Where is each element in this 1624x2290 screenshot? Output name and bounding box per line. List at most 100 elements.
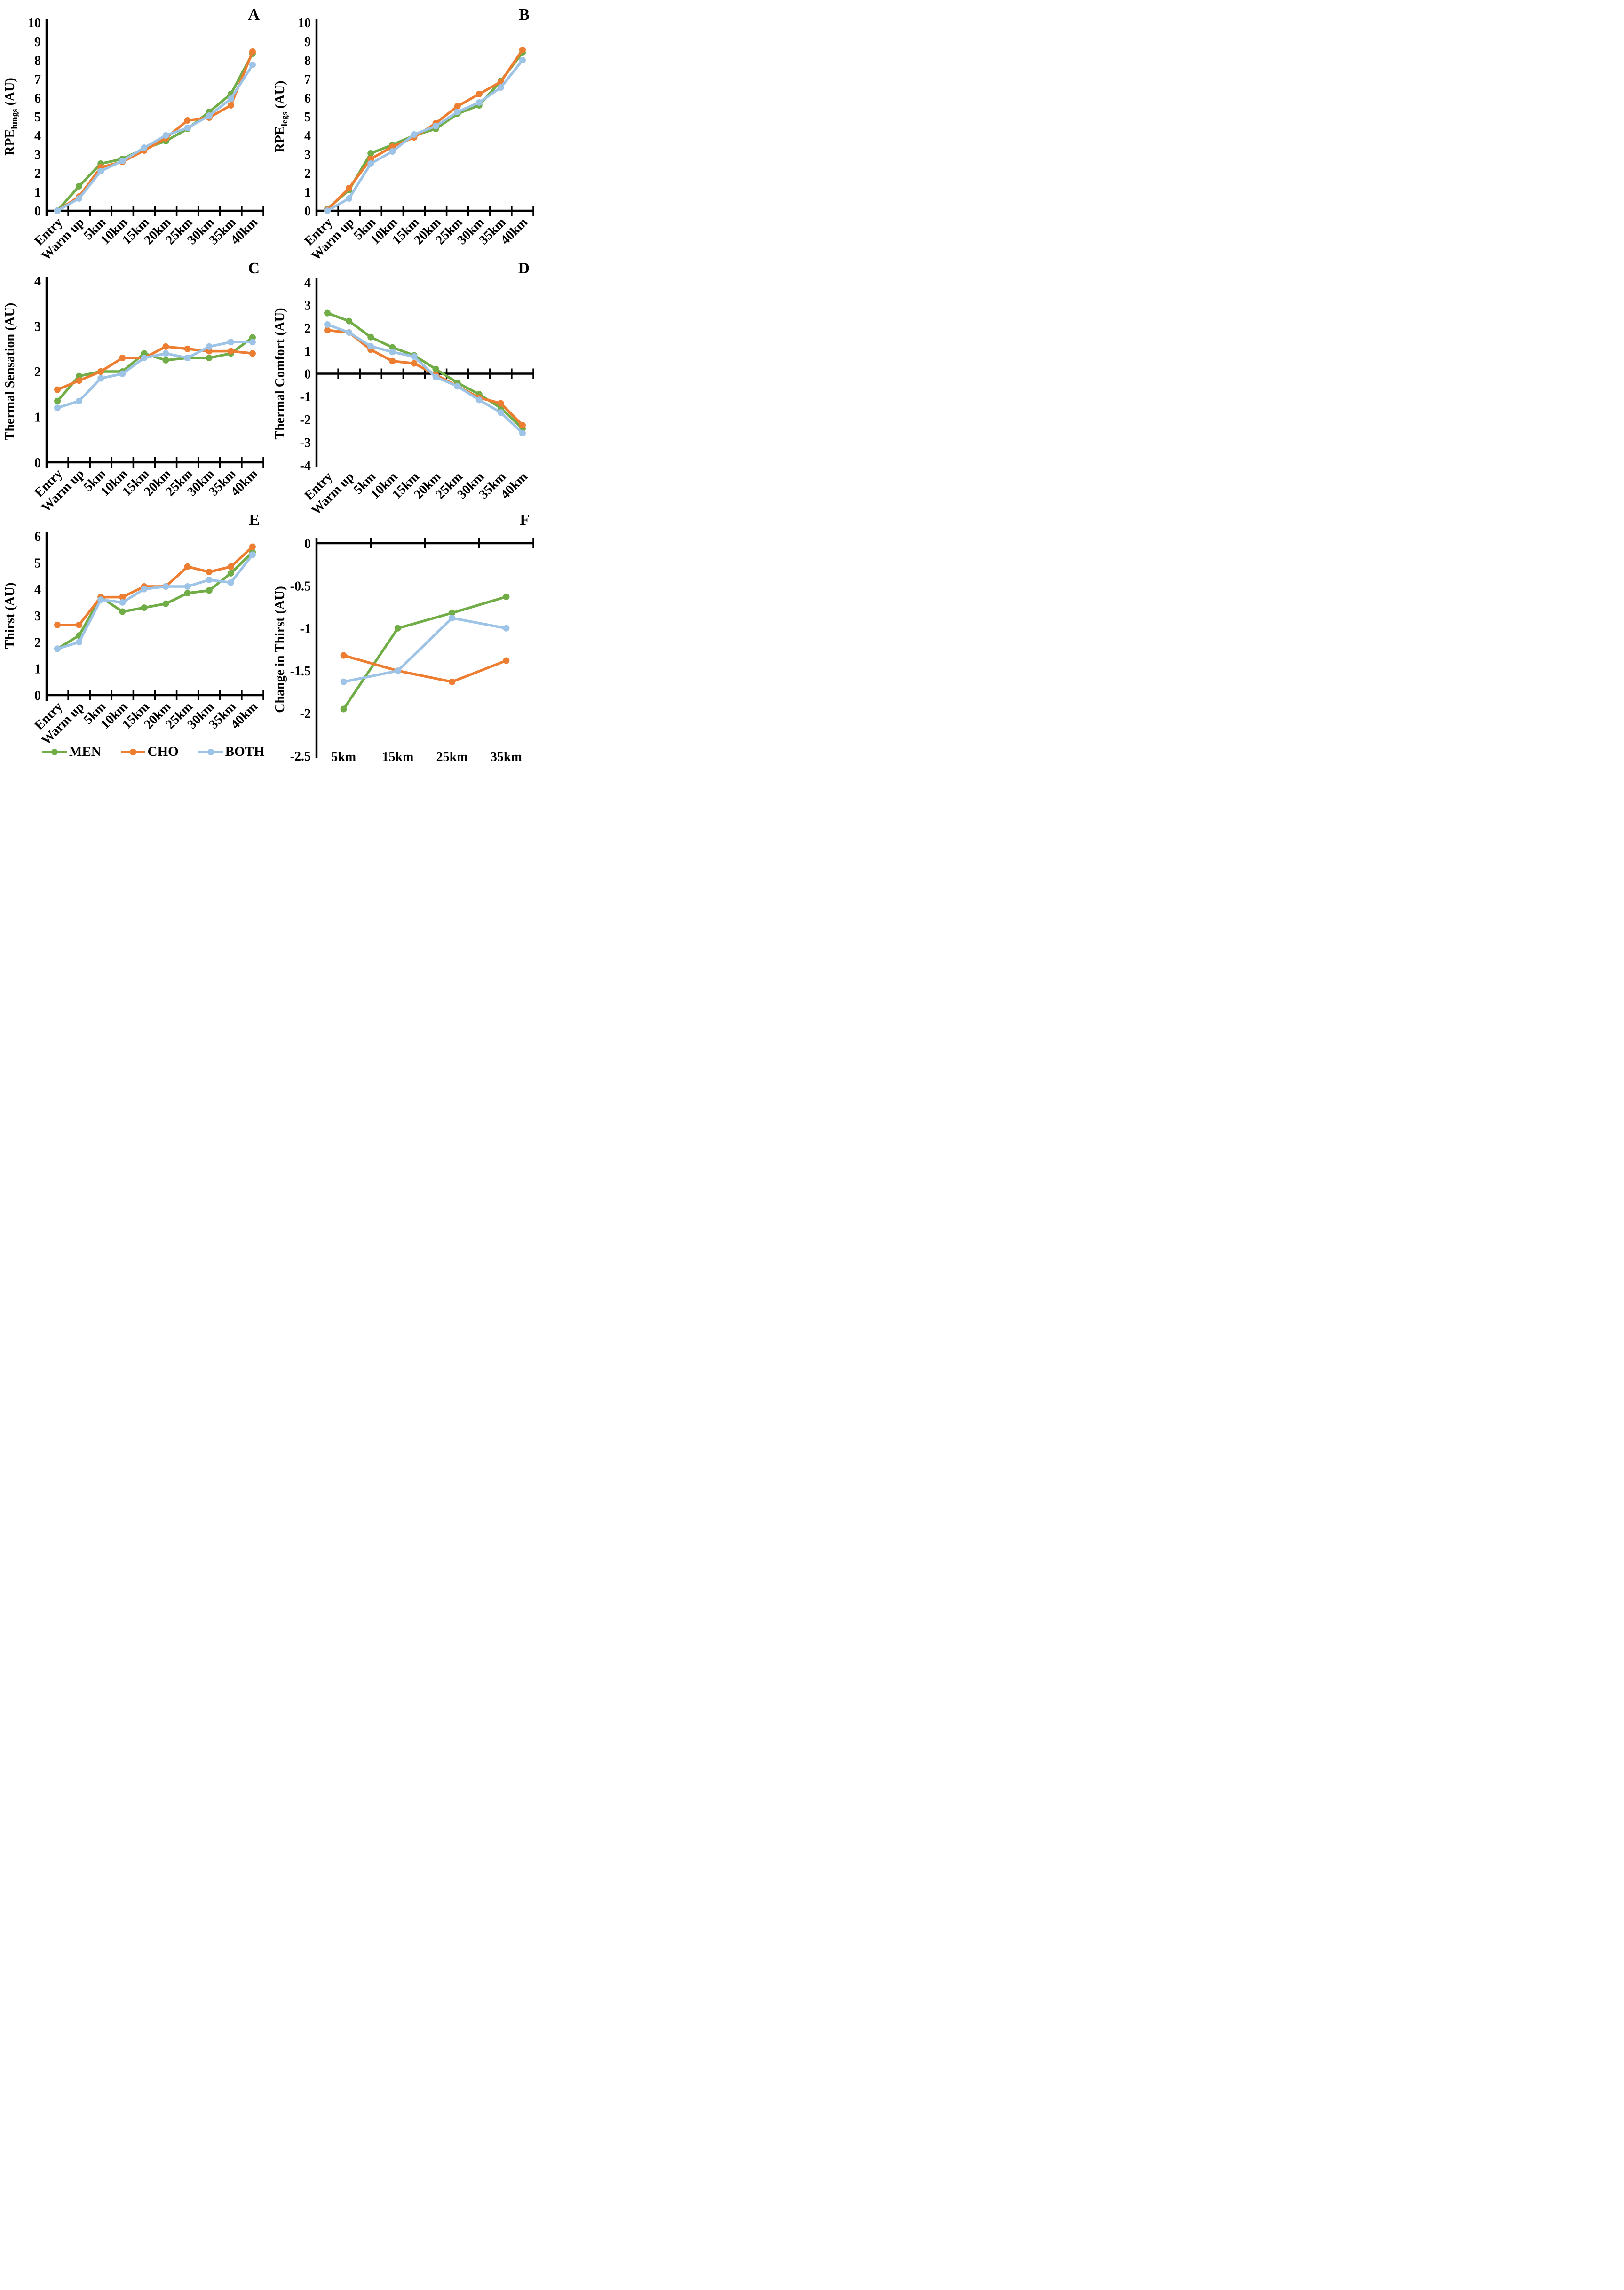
y-tick-label: 4	[304, 129, 311, 143]
series-marker-both	[76, 195, 83, 202]
y-tick-label: 6	[304, 91, 311, 106]
series-marker-both	[503, 625, 510, 632]
y-tick-label: 5	[34, 110, 41, 125]
series-line-both	[326, 59, 524, 212]
series-marker-cho	[119, 355, 126, 362]
series-marker-both	[119, 370, 126, 377]
series-marker-both	[389, 349, 396, 356]
series-marker-men	[503, 593, 510, 600]
series-marker-both	[432, 123, 439, 129]
y-tick-label: -4	[300, 459, 311, 473]
y-tick-label: 2	[34, 635, 41, 650]
series-marker-men	[54, 397, 61, 404]
series-marker-men	[162, 357, 169, 364]
y-tick-label: 3	[34, 148, 41, 162]
legend-label-men: MEN	[69, 744, 101, 759]
series-marker-both	[519, 429, 526, 436]
panel-b: 0 1 2 3 4 5 6 7 8 9 10 RPElegs (AU) B Entry Warm up 5km…	[272, 3, 540, 265]
series-line-cho	[342, 654, 508, 683]
series-marker-cho	[340, 652, 347, 659]
y-tick-label: 6	[34, 530, 41, 544]
series-marker-cho	[54, 621, 61, 628]
series-marker-men	[249, 334, 256, 341]
series-marker-both	[162, 132, 169, 139]
series-marker-men	[432, 365, 439, 372]
series-marker-both	[76, 639, 83, 646]
series-marker-both	[206, 576, 213, 583]
series-marker-men	[389, 344, 396, 351]
y-tick-label: 3	[34, 609, 41, 624]
y-tick-label: 3	[304, 299, 311, 313]
y-tick-label: 4	[304, 276, 311, 290]
series-marker-both	[249, 62, 256, 68]
legend-dot	[129, 748, 136, 755]
y-tick-label: 1	[304, 185, 311, 200]
series-line-men	[56, 551, 254, 650]
series-marker-cho	[389, 143, 396, 150]
series-marker-both	[227, 339, 234, 346]
panel-f-chart: 0 -0.5 -1 -1.5 -2 -2.5 Change in Thirst (AU) F 5…	[273, 511, 534, 764]
series-marker-men	[206, 355, 213, 362]
series-marker-both	[249, 339, 256, 346]
series-marker-cho	[206, 569, 213, 576]
series-line-men	[342, 595, 508, 711]
series-line-cho	[56, 50, 254, 212]
series-marker-cho	[454, 103, 461, 110]
y-tick-label: 1	[34, 662, 41, 677]
series-marker-both	[346, 329, 353, 336]
panel-d: 4 3 2 1 0 -1 -2 -3 -4 Thermal Comfort (AU) D Entry W…	[272, 256, 540, 520]
y-tick-label: 10	[28, 16, 41, 31]
series-marker-both	[227, 579, 234, 586]
series-marker-both	[367, 160, 374, 167]
y-tick-label: 1	[34, 411, 41, 425]
series-marker-both	[389, 148, 396, 155]
y-tick-label: 1	[304, 344, 311, 359]
y-tick-label: 1	[34, 185, 41, 200]
y-tick-label: 6	[34, 91, 41, 106]
series-marker-both	[119, 158, 126, 164]
y-tick-label: -1	[300, 622, 311, 636]
y-tick-label: -2	[300, 413, 311, 428]
legend-label-both: BOTH	[225, 744, 265, 759]
series-marker-both	[162, 350, 169, 357]
series-marker-cho	[519, 421, 526, 428]
y-tick-label: 2	[34, 166, 41, 181]
legend-item-cho: CHO	[120, 744, 179, 760]
series-marker-both	[206, 343, 213, 350]
series-marker-men	[340, 705, 347, 713]
series-marker-both	[54, 207, 61, 214]
series-line-both	[56, 63, 254, 212]
y-tick-label: 4	[34, 274, 41, 289]
y-tick-label: 4	[34, 583, 41, 597]
series-marker-both	[54, 645, 61, 652]
x-category-label: 25km	[436, 750, 468, 764]
series-marker-both	[97, 168, 104, 174]
y-axis-title: Change in Thirst (AU)	[273, 586, 287, 713]
series-marker-cho	[162, 343, 169, 350]
series-marker-men	[449, 610, 456, 617]
y-axis-title: Thirst (AU)	[3, 583, 17, 649]
series-marker-cho	[76, 377, 83, 384]
series-marker-cho	[184, 117, 191, 124]
series-marker-cho	[119, 594, 126, 601]
cho-series-marker-icon	[120, 748, 145, 755]
series-marker-both	[497, 409, 504, 416]
series-marker-cho	[206, 348, 213, 355]
series-marker-both	[475, 99, 483, 106]
series-marker-both	[206, 112, 213, 119]
series-marker-both	[141, 586, 148, 593]
panel-letter: E	[249, 511, 260, 529]
series-marker-both	[54, 404, 61, 412]
series-marker-men	[162, 600, 169, 607]
series-marker-both	[324, 207, 331, 214]
series-marker-both	[184, 125, 191, 131]
y-tick-label: 2	[304, 166, 311, 181]
y-tick-label: 0	[34, 204, 41, 219]
series-marker-both	[227, 95, 234, 102]
series-marker-cho	[346, 185, 353, 191]
series-marker-both	[249, 551, 256, 558]
series-marker-cho	[54, 386, 61, 393]
y-tick-label: 8	[34, 54, 41, 68]
